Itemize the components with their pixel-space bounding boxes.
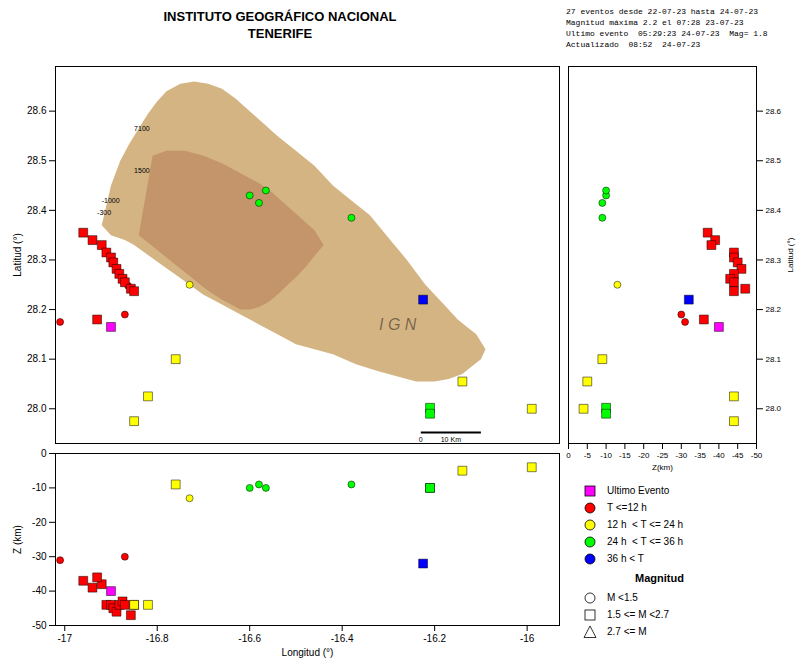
svg-text:-16.6: -16.6 — [238, 633, 261, 644]
html-text:Ultimo Evento: Ultimo Evento — [607, 485, 670, 496]
svg-text:-35: -35 — [694, 451, 706, 460]
html-text:24 h < T <= 36 h: 24 h < T <= 36 h — [607, 536, 684, 547]
svg-text:-50: -50 — [32, 620, 47, 631]
svg-text:-10: -10 — [32, 482, 47, 493]
svg-text:0: 0 — [419, 436, 423, 443]
svg-text:I G N: I G N — [379, 316, 417, 333]
html-text:2.7 <= M: 2.7 <= M — [607, 626, 647, 637]
svg-text:-5: -5 — [584, 451, 592, 460]
svg-text:Latitud (°): Latitud (°) — [786, 237, 795, 272]
html-text:12 h < T <= 24 h: 12 h < T <= 24 h — [607, 519, 684, 530]
svg-text:-25: -25 — [657, 451, 669, 460]
svg-text:28.4: 28.4 — [766, 206, 782, 215]
svg-text:Latitud (°): Latitud (°) — [12, 233, 23, 276]
svg-text:28.5: 28.5 — [27, 155, 47, 166]
svg-text:-16: -16 — [520, 633, 535, 644]
svg-text:0: 0 — [566, 451, 571, 460]
svg-text:28.2: 28.2 — [27, 304, 47, 315]
svg-text:28.0: 28.0 — [27, 403, 47, 414]
svg-text:10 Km: 10 Km — [441, 436, 461, 443]
svg-text:-20: -20 — [32, 517, 47, 528]
svg-text:-15: -15 — [619, 451, 631, 460]
svg-text:28.2: 28.2 — [766, 305, 782, 314]
svg-text:28.1: 28.1 — [27, 353, 47, 364]
svg-text:-20: -20 — [638, 451, 650, 460]
svg-text:28.1: 28.1 — [766, 355, 782, 364]
html-text:Magnitud: Magnitud — [635, 572, 684, 584]
svg-text:Z(km): Z(km) — [652, 463, 673, 472]
svg-text:28.6: 28.6 — [766, 107, 782, 116]
svg-text:-300: -300 — [97, 209, 111, 216]
svg-text:28.3: 28.3 — [27, 254, 47, 265]
svg-text:-40: -40 — [713, 451, 725, 460]
html-text:1.5 <= M <2.7: 1.5 <= M <2.7 — [607, 609, 669, 620]
svg-text:7100: 7100 — [134, 125, 150, 132]
svg-text:-16.4: -16.4 — [331, 633, 354, 644]
svg-text:-17: -17 — [58, 633, 73, 644]
svg-text:Longitud (°): Longitud (°) — [282, 647, 334, 658]
html-text:36 h < T: 36 h < T — [607, 553, 644, 564]
html-text:INSTITUTO GEOGRÁFICO NACIONAL: INSTITUTO GEOGRÁFICO NACIONAL — [163, 9, 397, 24]
svg-text:-10: -10 — [600, 451, 612, 460]
svg-text:-30: -30 — [676, 451, 688, 460]
svg-text:28.0: 28.0 — [766, 404, 782, 413]
svg-text:Z (km): Z (km) — [12, 525, 23, 554]
svg-text:28.4: 28.4 — [27, 205, 47, 216]
svg-text:28.6: 28.6 — [27, 105, 47, 116]
svg-text:-45: -45 — [732, 451, 744, 460]
svg-text:28.3: 28.3 — [766, 256, 782, 265]
svg-text:-30: -30 — [32, 551, 47, 562]
svg-text:-40: -40 — [32, 585, 47, 596]
svg-text:0: 0 — [41, 449, 47, 459]
svg-text:-50: -50 — [751, 451, 763, 460]
svg-text:-16.8: -16.8 — [146, 633, 169, 644]
svg-text:1500: 1500 — [134, 167, 150, 174]
html-text:TENERIFE: TENERIFE — [247, 26, 313, 41]
html-text:27 eventos desde 22-07-23 hast: 27 eventos desde 22-07-23 hasta 24-07-23… — [566, 7, 768, 49]
svg-text:28.5: 28.5 — [766, 156, 782, 165]
svg-text:-1000: -1000 — [102, 197, 120, 204]
svg-text:-16.2: -16.2 — [423, 633, 446, 644]
html-text:T <=12 h: T <=12 h — [607, 502, 647, 513]
html-text:M <1.5: M <1.5 — [607, 592, 638, 603]
